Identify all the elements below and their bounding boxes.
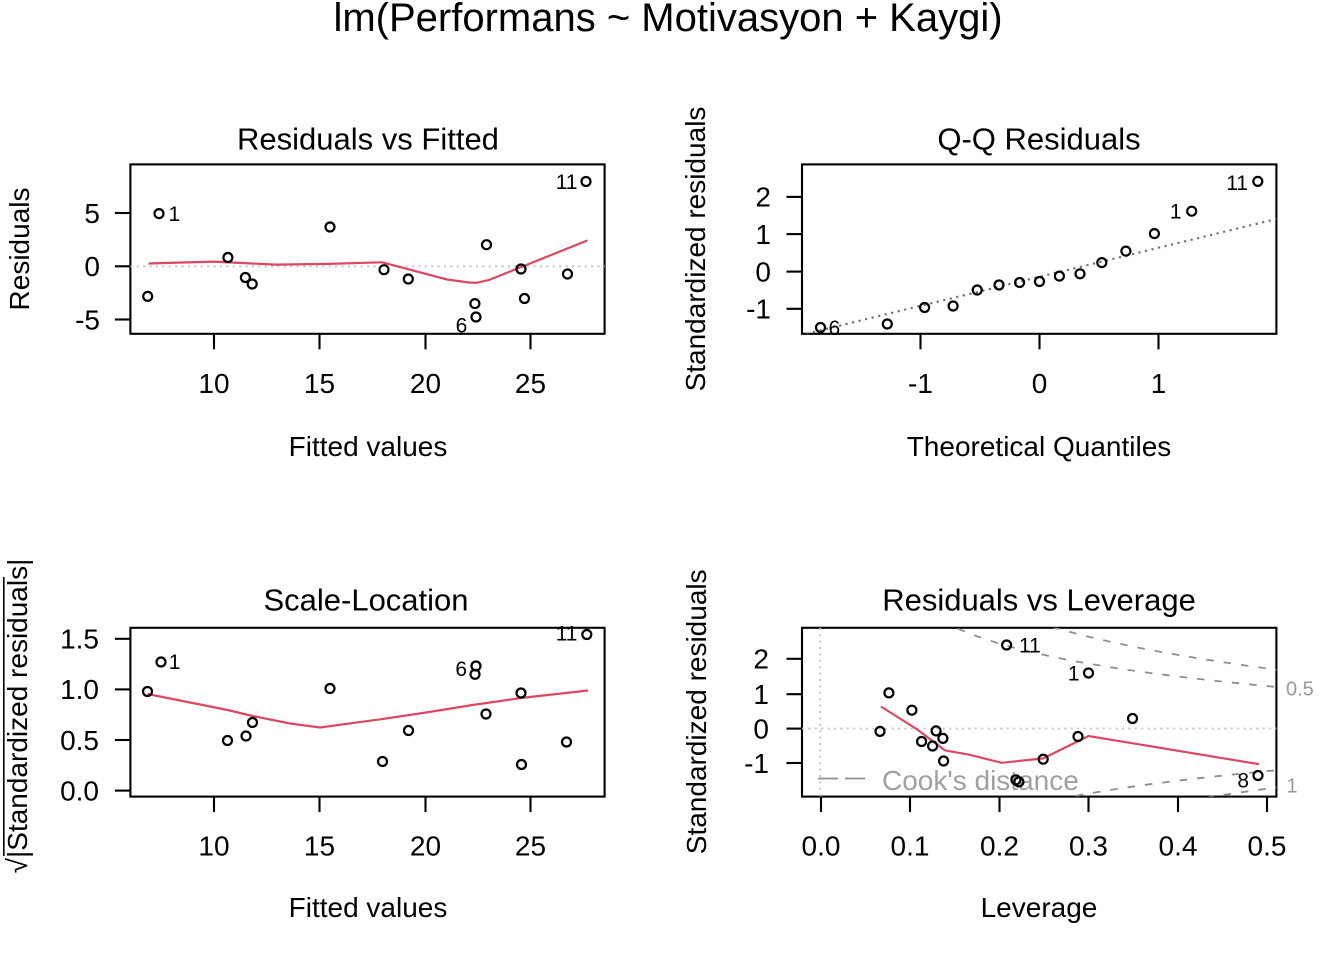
svg-text:6: 6	[456, 314, 468, 337]
svg-text:Standardized residuals: Standardized residuals	[681, 569, 712, 854]
svg-text:2: 2	[755, 182, 771, 213]
svg-text:0: 0	[1032, 368, 1048, 399]
svg-text:Fitted values: Fitted values	[289, 892, 448, 923]
svg-text:8: 8	[1237, 770, 1249, 793]
svg-text:0.5: 0.5	[1248, 831, 1287, 862]
svg-text:Standardized residuals: Standardized residuals	[680, 107, 711, 392]
svg-text:1: 1	[1068, 662, 1080, 685]
svg-text:0.4: 0.4	[1159, 831, 1198, 862]
svg-text:2: 2	[753, 644, 769, 675]
svg-text:1: 1	[1151, 368, 1167, 399]
svg-text:20: 20	[410, 831, 441, 862]
svg-text:0: 0	[84, 251, 100, 282]
svg-text:Fitted values: Fitted values	[289, 431, 448, 462]
svg-text:5: 5	[84, 198, 100, 229]
svg-text:0: 0	[755, 256, 771, 287]
svg-text:0: 0	[753, 713, 769, 744]
svg-text:1: 1	[169, 203, 181, 226]
svg-text:1: 1	[755, 219, 771, 250]
svg-text:0.1: 0.1	[891, 831, 930, 862]
svg-text:1.0: 1.0	[60, 674, 99, 705]
svg-text:0.0: 0.0	[60, 775, 99, 806]
svg-text:0.3: 0.3	[1069, 831, 1108, 862]
svg-text:Residuals: Residuals	[4, 188, 35, 311]
svg-text:15: 15	[304, 831, 335, 862]
svg-text:20: 20	[410, 368, 441, 399]
svg-text:10: 10	[198, 368, 229, 399]
svg-text:25: 25	[515, 831, 546, 862]
svg-text:Scale-Location: Scale-Location	[263, 583, 468, 618]
svg-text:0.0: 0.0	[802, 831, 841, 862]
svg-text:6: 6	[829, 317, 841, 340]
svg-text:11: 11	[556, 622, 578, 645]
svg-text:-1: -1	[908, 368, 933, 399]
svg-text:11: 11	[1019, 634, 1041, 657]
svg-text:1: 1	[1287, 776, 1298, 798]
svg-text:lm(Performans ~ Motivasyon + K: lm(Performans ~ Motivasyon + Kaygi)	[333, 0, 1002, 40]
svg-text:25: 25	[515, 368, 546, 399]
svg-text:Q-Q Residuals: Q-Q Residuals	[937, 122, 1140, 157]
svg-text:Theoretical Quantiles: Theoretical Quantiles	[907, 431, 1172, 462]
svg-text:0.5: 0.5	[60, 725, 99, 756]
svg-text:Residuals vs Fitted: Residuals vs Fitted	[237, 122, 499, 157]
svg-text:6: 6	[455, 658, 467, 681]
svg-text:0.2: 0.2	[980, 831, 1019, 862]
svg-text:1: 1	[1170, 200, 1182, 223]
svg-text:10: 10	[198, 831, 229, 862]
svg-text:-1: -1	[746, 294, 771, 325]
svg-text:Leverage: Leverage	[981, 892, 1098, 923]
svg-text:11: 11	[1226, 172, 1248, 195]
svg-text:1.5: 1.5	[60, 624, 99, 655]
svg-text:1: 1	[753, 679, 769, 710]
svg-text:-1: -1	[744, 748, 769, 779]
svg-text:-5: -5	[75, 304, 100, 335]
svg-text:Residuals vs Leverage: Residuals vs Leverage	[882, 583, 1196, 618]
svg-text:11: 11	[556, 171, 578, 194]
svg-text:15: 15	[304, 368, 335, 399]
svg-text:Cook's distance: Cook's distance	[882, 765, 1079, 796]
svg-text:0.5: 0.5	[1286, 678, 1314, 700]
svg-text:√|Standardized residuals|: √|Standardized residuals|	[2, 559, 33, 874]
svg-text:1: 1	[169, 651, 181, 674]
